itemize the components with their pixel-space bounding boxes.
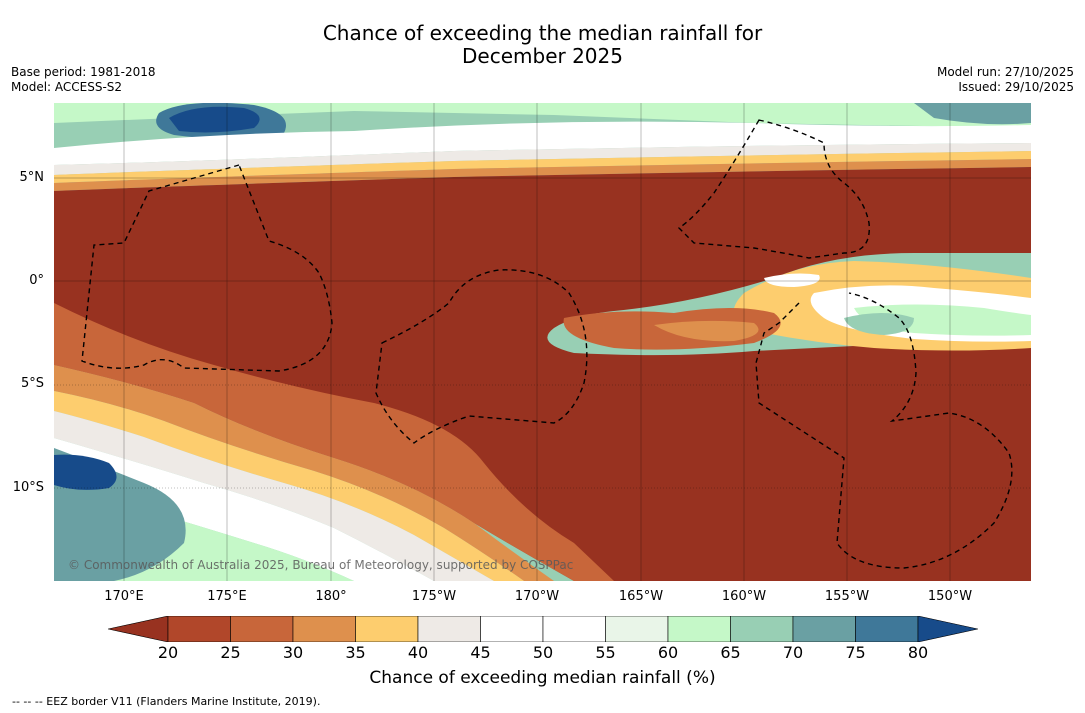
map-title-line1: Chance of exceeding the median rainfall … [322, 21, 763, 45]
south-white-band [54, 438, 434, 581]
colorbar-tick-label: 35 [345, 643, 366, 662]
north-white-band [54, 121, 1031, 165]
south-grey-band [54, 411, 494, 581]
colorbar-segment [417, 616, 481, 642]
eez-kiribati-line [677, 119, 870, 259]
lat-label-5n: 5°N [19, 170, 45, 185]
copyright-notice: © Commonwealth of Australia 2025, Bureau… [68, 558, 574, 572]
eez-kiribati-gilberts [81, 164, 333, 372]
north-orange-band [54, 159, 1031, 191]
lon-label-150w: 150°W [927, 589, 973, 604]
lon-label-170w: 170°W [514, 589, 560, 604]
colorbar-extension-low [108, 616, 169, 642]
east-teal-blob [844, 313, 914, 335]
colorbar-segment [542, 616, 606, 642]
colorbar-segment [730, 616, 794, 642]
lon-label-155w: 155°W [824, 589, 870, 604]
lon-label-170e: 170°E [104, 589, 144, 604]
colorbar-tick-label: 50 [532, 643, 554, 662]
colorbar [108, 616, 978, 642]
colorbar-segment [167, 616, 231, 642]
north-green-region [54, 103, 1031, 128]
colorbar-segment [230, 616, 294, 642]
north-teal-east [914, 103, 1031, 125]
colorbar-tick-label: 45 [470, 643, 491, 662]
base-period: Base period: 1981-2018 [11, 65, 156, 79]
lon-label-160w: 160°W [721, 589, 767, 604]
north-grey-band [54, 143, 1031, 175]
colorbar-label: Chance of exceeding median rainfall (%) [369, 668, 716, 688]
south-yellow-band [54, 391, 524, 581]
colorbar-tick-label: 80 [907, 643, 929, 662]
east-white-blob [764, 273, 820, 287]
lat-label-0: 0° [29, 273, 44, 288]
issued-date: Issued: 29/10/2025 [958, 80, 1074, 94]
colorbar-segment [292, 616, 356, 642]
eez-borders [81, 119, 1013, 569]
southwest-blue-blob [54, 454, 117, 490]
north-yellow-band [54, 151, 1031, 183]
south-orange-band [54, 303, 614, 581]
central-lightorange-patch [654, 320, 759, 342]
model-name: Model: ACCESS-S2 [11, 80, 123, 94]
colorbar-tick-label: 40 [407, 643, 429, 662]
colorbar-tick-label: 65 [720, 643, 741, 662]
eez-legend-note: -- -- -- EEZ border V11 (Flanders Marine… [12, 695, 321, 708]
colorbar-segment [792, 616, 856, 642]
map-canvas [54, 103, 1031, 581]
lon-label-180: 180° [315, 589, 347, 604]
lon-label-175e: 175°E [207, 589, 247, 604]
colorbar-tick-label: 55 [595, 643, 616, 662]
lat-label-5s: 5°S [20, 376, 44, 391]
south-light-orange-band [54, 365, 554, 581]
north-darkblue-blob [169, 106, 260, 133]
colorbar-segment [855, 616, 919, 642]
model-run: Model run: 27/10/2025 [936, 65, 1074, 79]
colorbar-segment [605, 616, 669, 642]
lon-label-165w: 165°W [618, 589, 664, 604]
colorbar-tick-label: 20 [157, 643, 179, 662]
eez-kiribati-phoenix [375, 269, 588, 444]
colorbar-extension-high [917, 616, 978, 642]
dry-core-region [54, 167, 1031, 581]
rainfall-probability-map: © Commonwealth of Australia 2025, Bureau… [54, 103, 1031, 581]
colorbar-tick-label: 75 [845, 643, 866, 662]
lon-label-175w: 175°W [411, 589, 457, 604]
colorbar-tick-label: 70 [782, 643, 804, 662]
colorbar-tick-label: 30 [282, 643, 304, 662]
colorbar-segment [355, 616, 419, 642]
map-title-line2: December 2025 [462, 44, 623, 68]
eez-line-to-polynesia [755, 292, 1013, 569]
colorbar-tick-label: 60 [657, 643, 679, 662]
colorbar-segment [480, 616, 544, 642]
lat-label-10s: 10°S [12, 480, 44, 495]
colorbar-tick-label: 25 [220, 643, 241, 662]
graticule [54, 103, 1031, 581]
colorbar-segment [667, 616, 731, 642]
